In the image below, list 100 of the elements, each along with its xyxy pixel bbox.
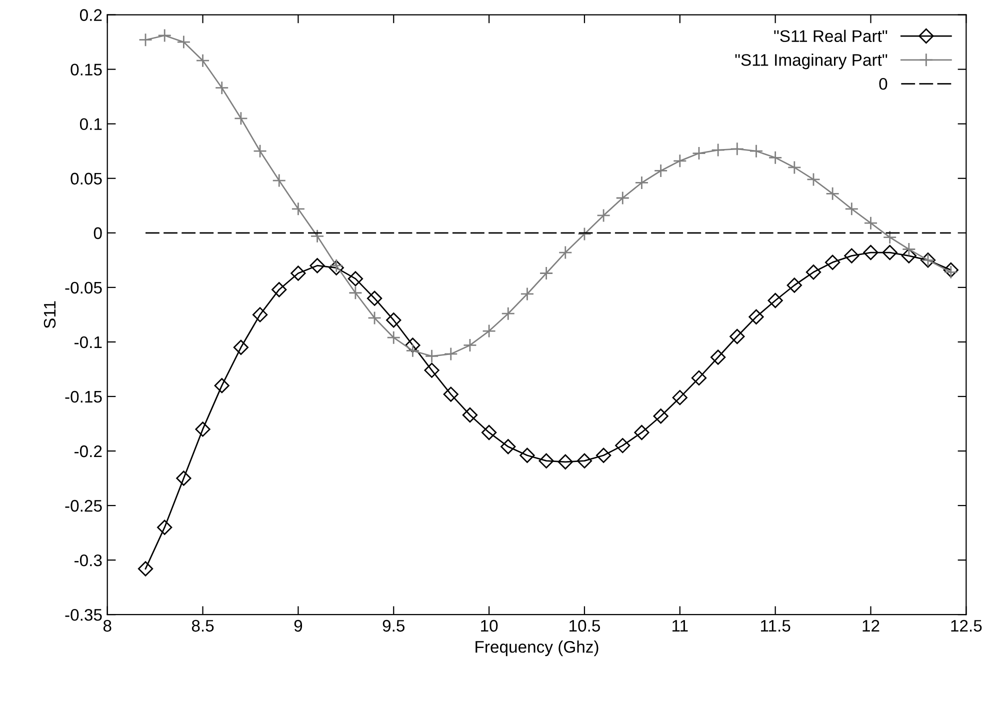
x-tick-label: 8 (103, 620, 112, 632)
point (310, 229, 324, 244)
point (233, 340, 249, 355)
point (711, 143, 726, 157)
point (596, 448, 612, 463)
point (654, 164, 668, 178)
point (520, 287, 534, 301)
point (558, 246, 572, 260)
point (748, 309, 764, 324)
point (158, 28, 172, 42)
point (253, 144, 267, 158)
point (558, 454, 573, 470)
point (157, 520, 172, 535)
point (538, 453, 554, 468)
y-tick-label: 0.2 (80, 9, 102, 21)
y-tick-label: -0.25 (65, 500, 102, 512)
point (368, 311, 382, 325)
point (672, 154, 687, 168)
point (482, 324, 496, 338)
point (386, 330, 401, 345)
point (272, 174, 286, 188)
y-tick-label: -0.35 (65, 608, 102, 621)
point (481, 424, 497, 440)
point (424, 349, 439, 364)
point (615, 438, 630, 454)
point (786, 278, 802, 293)
point (882, 244, 898, 260)
point (348, 286, 362, 300)
point (825, 254, 840, 270)
y-tick-label: -0.3 (74, 554, 102, 566)
point (138, 32, 152, 47)
point (653, 408, 668, 424)
point (406, 344, 420, 358)
point (806, 172, 820, 186)
x-tick-label: 9.5 (382, 620, 405, 632)
point (290, 266, 306, 281)
point (844, 248, 860, 264)
point (501, 306, 516, 321)
y-tick-label: -0.15 (65, 390, 102, 403)
point (500, 439, 516, 454)
point (902, 242, 916, 256)
x-tick-label: 9 (294, 620, 302, 632)
point (405, 338, 420, 353)
point (291, 202, 306, 216)
point (710, 350, 726, 365)
point (691, 370, 707, 386)
point (214, 80, 229, 95)
y-tick-label: -0.1 (74, 336, 102, 348)
y-axis-title: S11 (44, 301, 56, 328)
point (176, 470, 192, 486)
x-tick-label: 8.5 (192, 620, 214, 632)
point (596, 208, 610, 222)
point (348, 271, 364, 286)
x-tick-label: 10 (481, 620, 498, 632)
point (462, 407, 478, 423)
point (943, 262, 958, 278)
point (310, 258, 325, 274)
point (844, 202, 859, 216)
legend-label: "S11 Real Part" (774, 30, 888, 42)
point (882, 230, 897, 244)
y-tick-label: -0.2 (74, 445, 102, 458)
point (272, 282, 287, 298)
point (443, 386, 458, 402)
point (576, 453, 592, 468)
point (176, 35, 191, 49)
point (463, 338, 477, 352)
y-tick-label: 0.15 (70, 64, 102, 76)
point (944, 265, 958, 280)
point (730, 142, 744, 156)
point (692, 146, 706, 160)
point (214, 378, 230, 394)
point (749, 144, 764, 158)
y-tick-label: 0 (94, 227, 102, 240)
point (826, 186, 840, 201)
x-tick-label: 11.5 (760, 620, 790, 632)
point (444, 347, 458, 361)
point (578, 227, 592, 241)
point (787, 160, 802, 174)
x-tick-label: 11 (672, 620, 688, 632)
point (863, 244, 878, 260)
y-tick-label: 0.05 (70, 172, 102, 185)
point (539, 266, 554, 280)
point (195, 422, 210, 437)
y-tick-label: -0.05 (65, 282, 102, 294)
point (864, 216, 878, 230)
point (634, 424, 650, 440)
point (138, 561, 154, 576)
point (386, 312, 402, 328)
point (616, 191, 630, 205)
y-tick-label: 0.1 (80, 118, 102, 130)
point (366, 290, 382, 306)
point (768, 150, 782, 165)
point (901, 248, 916, 264)
point (672, 390, 688, 406)
point (252, 307, 268, 322)
legend-label: 0 (879, 78, 888, 90)
x-tick-label: 10.5 (570, 620, 600, 632)
point (730, 328, 745, 344)
point (424, 362, 440, 378)
point (806, 264, 822, 280)
